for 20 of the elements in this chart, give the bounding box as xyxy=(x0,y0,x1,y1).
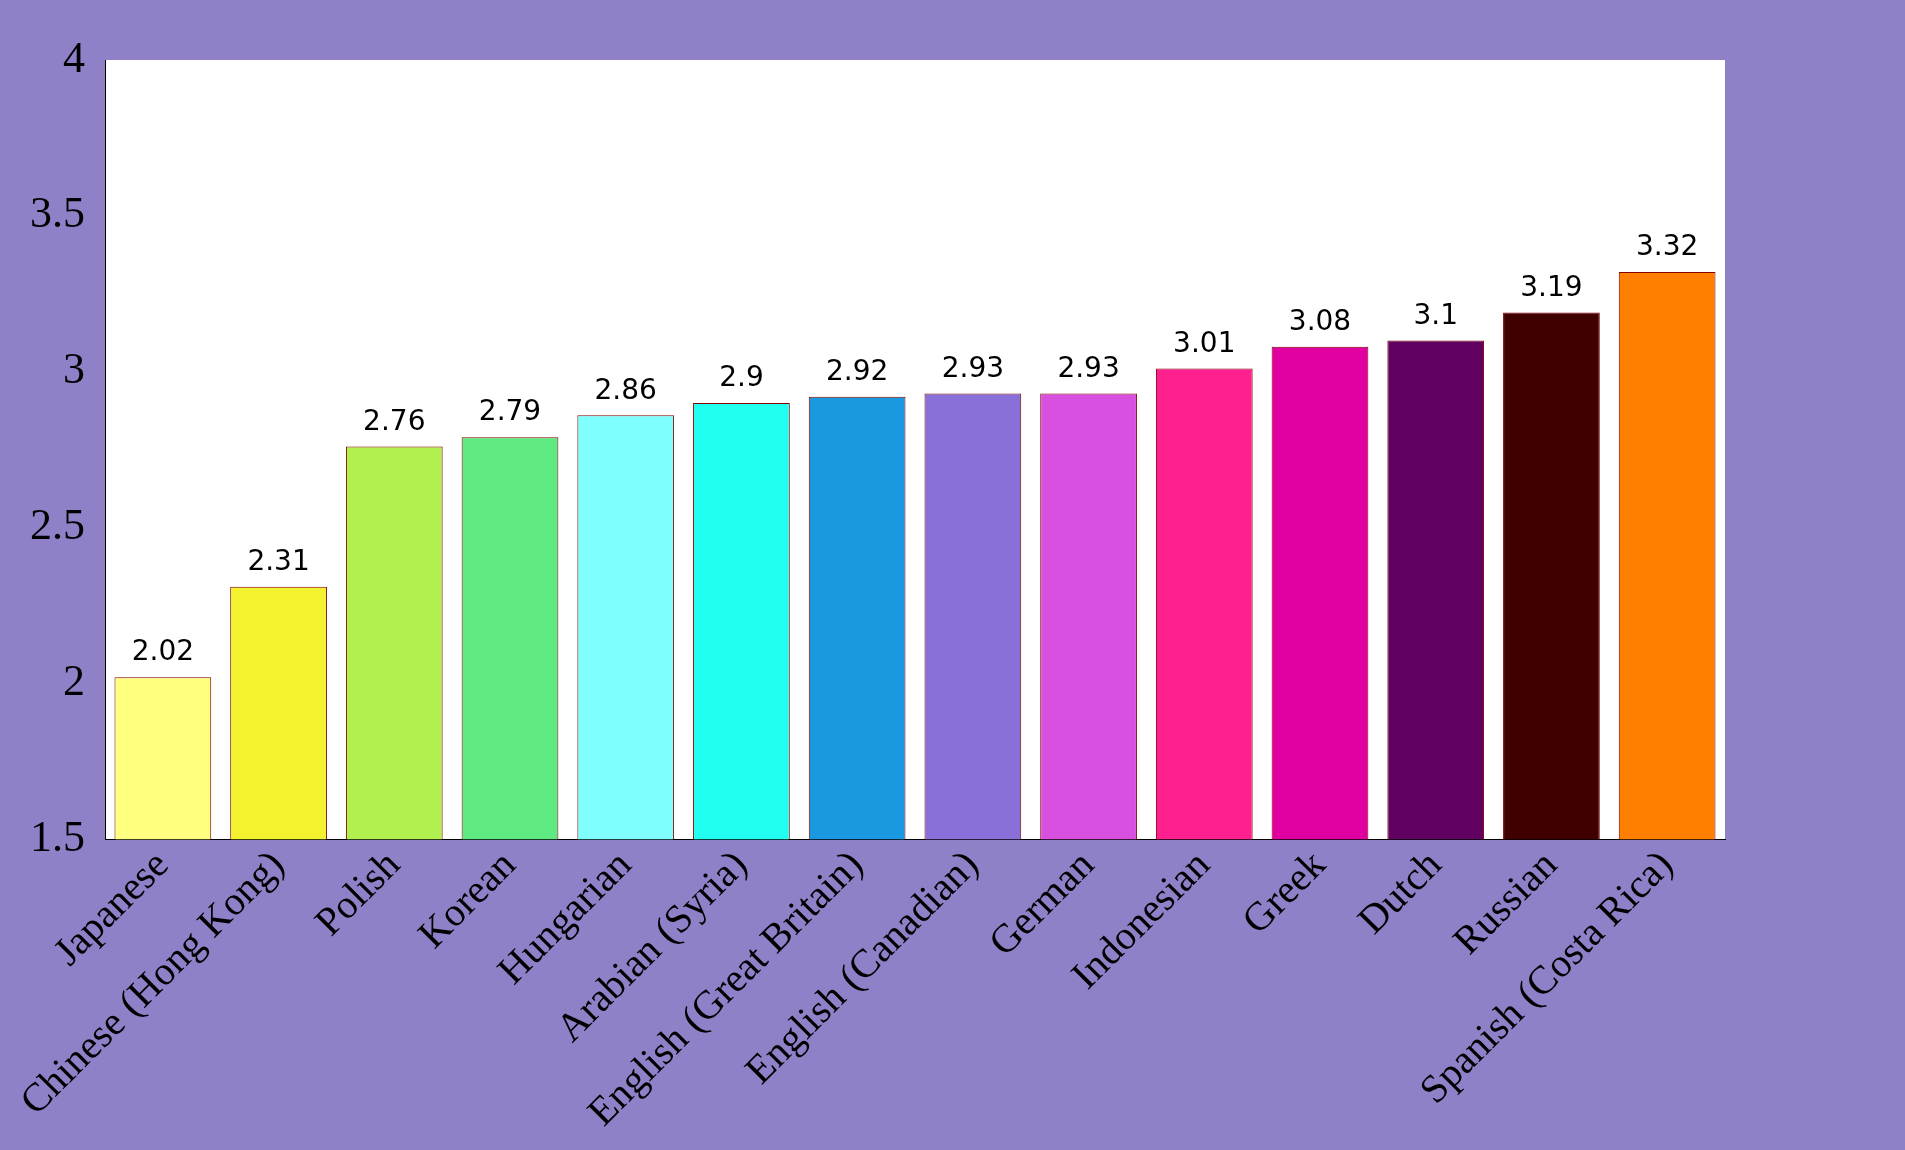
data-label: 2.76 xyxy=(363,403,426,437)
y-tick-label: 2.5 xyxy=(30,500,85,550)
y-tick-label: 2 xyxy=(63,655,85,705)
y-tick-label: 4 xyxy=(63,32,85,82)
y-tick-label: 1.5 xyxy=(30,811,85,861)
data-label: 3.19 xyxy=(1520,269,1583,303)
data-label: 2.9 xyxy=(719,360,764,394)
data-label: 2.92 xyxy=(825,353,889,387)
y-tick-label: 3 xyxy=(63,344,85,394)
data-label: 2.93 xyxy=(941,350,1005,384)
data-label: 2.79 xyxy=(478,394,542,428)
data-label: 3.08 xyxy=(1288,304,1352,338)
data-label: 3.32 xyxy=(1635,229,1699,263)
data-label: 2.31 xyxy=(247,544,310,578)
data-label: 2.93 xyxy=(1057,350,1120,384)
data-label: 3.1 xyxy=(1413,297,1458,331)
y-tick-label: 3.5 xyxy=(30,188,85,238)
data-label: 2.86 xyxy=(594,372,657,406)
data-label: 2.02 xyxy=(131,634,195,668)
data-label: 3.01 xyxy=(1173,325,1236,359)
